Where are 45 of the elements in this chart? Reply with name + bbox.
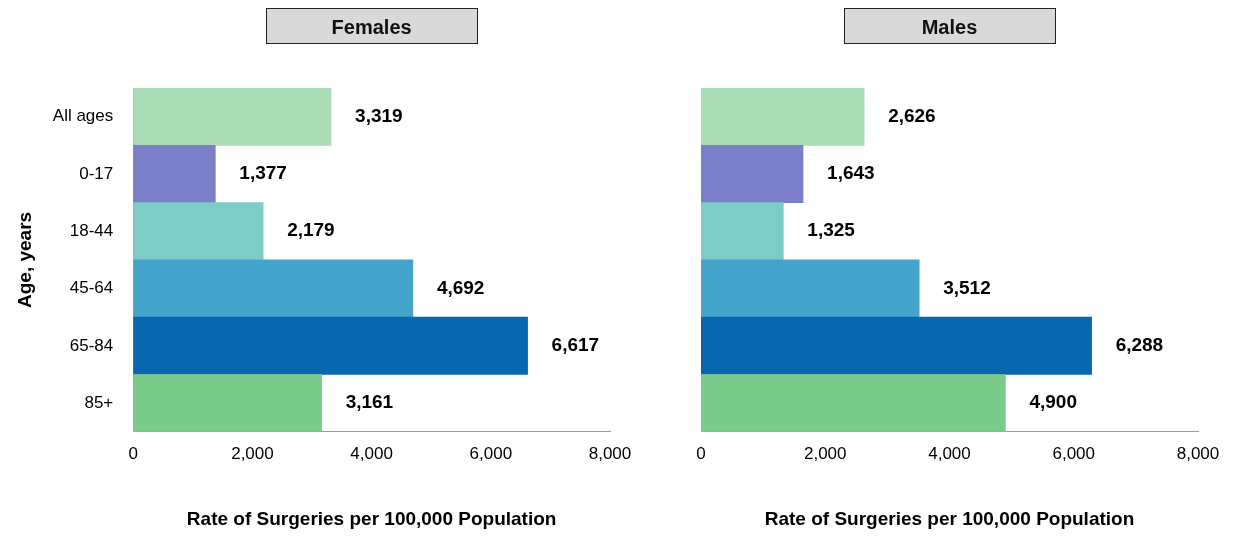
bar: [133, 202, 264, 261]
x-tick-label: 0: [696, 443, 706, 463]
bar: [701, 316, 1092, 375]
x-tick-label: 4,000: [928, 443, 971, 463]
x-tick-label: 8,000: [588, 443, 632, 463]
y-tick-label: 18-44: [69, 220, 114, 240]
x-tick-label: 6,000: [1052, 443, 1096, 463]
data-label: 6,288: [1115, 334, 1164, 356]
bar: [701, 259, 920, 318]
bar: [701, 374, 1006, 432]
x-axis-title: Rate of Surgeries per 100,000 Population: [764, 507, 1135, 529]
data-label: 4,692: [436, 276, 485, 298]
data-label: 3,161: [345, 391, 394, 413]
x-tick-label: 0: [128, 443, 139, 463]
bar: [701, 144, 804, 203]
x-tick-label: 8,000: [1176, 443, 1220, 463]
y-tick-label: All ages: [52, 106, 114, 126]
chart-title: Females: [265, 8, 478, 44]
data-label: 6,617: [551, 334, 600, 356]
data-label: 1,643: [827, 162, 875, 184]
data-label: 2,179: [287, 219, 335, 241]
chart-title: Males: [843, 8, 1056, 44]
x-tick-label: 4,000: [350, 443, 393, 463]
bar: [133, 259, 414, 318]
x-axis-title: Rate of Surgeries per 100,000 Population: [186, 507, 557, 529]
x-tick-label: 2,000: [803, 443, 847, 463]
data-label: 2,626: [888, 104, 936, 126]
bar: [701, 88, 865, 146]
y-tick-label: 85+: [84, 392, 114, 412]
y-tick-label: 65-84: [69, 335, 114, 355]
data-label: 4,900: [1029, 391, 1077, 413]
bar: [701, 202, 784, 261]
data-label: 3,512: [943, 276, 991, 298]
x-tick-label: 2,000: [231, 443, 274, 463]
y-axis-title: Age, years: [13, 211, 35, 308]
bar: [133, 374, 322, 432]
y-tick-label: 45-64: [69, 278, 114, 298]
bar: [133, 88, 332, 146]
bar: [133, 316, 528, 375]
y-tick-label: 0-17: [79, 163, 114, 183]
data-label: 3,319: [355, 104, 403, 126]
x-tick-label: 6,000: [469, 443, 513, 463]
data-label: 1,377: [239, 162, 287, 184]
data-label: 1,325: [807, 219, 856, 241]
bar: [133, 144, 216, 203]
